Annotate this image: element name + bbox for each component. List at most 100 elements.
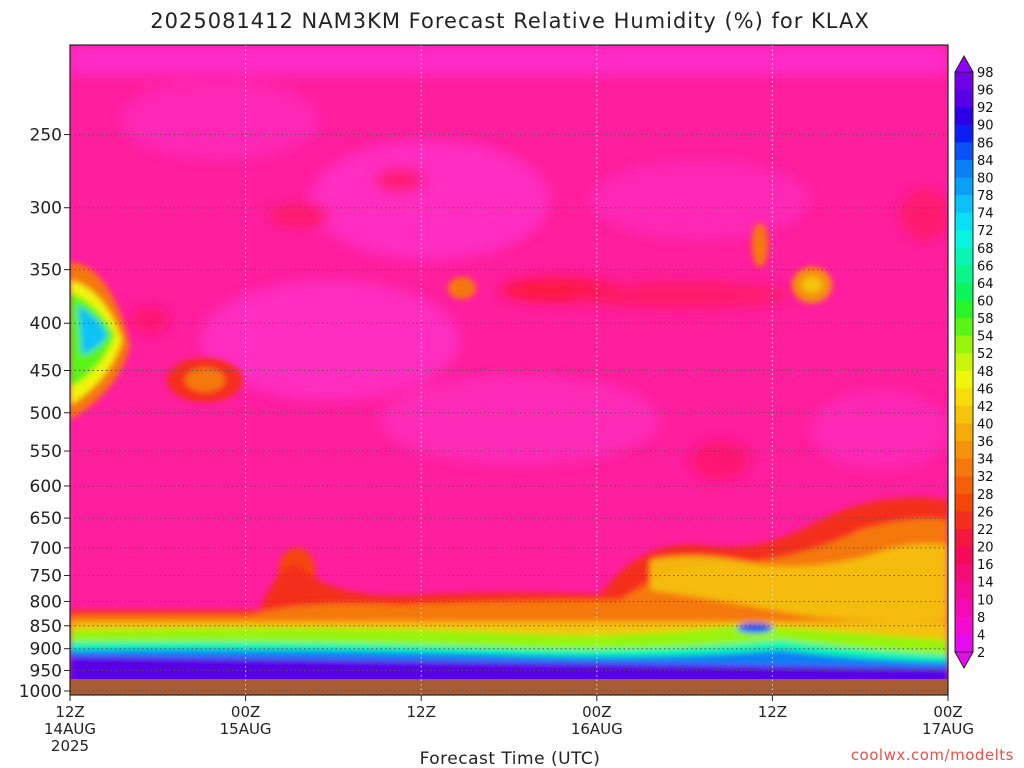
y-axis: 250 300 350 400 450 500 550 600 650 700 750 800 850 9… (19, 126, 70, 702)
colorbar-swatch (955, 511, 973, 530)
colorbar-swatch (955, 159, 973, 178)
colorbar-label: 58 (977, 312, 994, 327)
colorbar-swatch (955, 564, 973, 583)
colorbar-swatch (955, 405, 973, 425)
y-tick-label: 450 (30, 361, 62, 381)
colorbar-label: 98 (977, 66, 994, 81)
colorbar-label: 92 (977, 101, 994, 116)
y-tick-label: 500 (30, 404, 62, 424)
colorbar-label: 16 (977, 558, 994, 573)
x-tick-label: 12Z (758, 703, 787, 721)
colorbar-label: 46 (977, 382, 994, 397)
colorbar: 9896929086848078747268666460585452484642… (954, 54, 994, 670)
colorbar-swatch (955, 616, 973, 635)
colorbar-swatch (955, 335, 973, 354)
y-tick-label: 650 (30, 509, 62, 529)
colorbar-label: 78 (977, 189, 994, 204)
colorbar-swatch (955, 124, 973, 143)
x-tick-label: 2025 (51, 737, 89, 755)
y-tick-label: 1000 (19, 682, 62, 702)
colorbar-label: 84 (977, 154, 994, 169)
colorbar-swatch (955, 230, 973, 249)
y-tick-label: 350 (30, 261, 62, 281)
colorbar-label: 42 (977, 400, 994, 415)
colorbar-swatch (955, 212, 973, 231)
colorbar-swatch (955, 142, 973, 161)
colorbar-label: 68 (977, 242, 994, 257)
colorbar-swatch (955, 423, 973, 442)
plot-frame (69, 44, 949, 696)
colorbar-label: 36 (977, 435, 994, 450)
colorbar-label: 48 (977, 365, 994, 380)
colorbar-swatch (955, 458, 973, 477)
y-tick-label: 300 (30, 199, 62, 219)
x-axis-title: Forecast Time (UTC) (420, 749, 601, 768)
colorbar-swatch (955, 353, 973, 372)
colorbar-swatch (955, 318, 973, 337)
colorbar-swatch (955, 634, 973, 653)
credit-text: coolwx.com/modelts (851, 746, 1014, 764)
x-tick-label: 14AUG (44, 720, 96, 738)
x-tick-label: 15AUG (220, 720, 272, 738)
x-tick-label: 16AUG (571, 720, 623, 738)
colorbar-label: 96 (977, 84, 994, 99)
y-tick-label: 400 (30, 314, 62, 334)
x-tick-label: 12Z (55, 703, 84, 721)
colorbar-label: 74 (977, 207, 994, 222)
colorbar-label: 20 (977, 541, 994, 556)
colorbar-top-arrow (954, 54, 974, 73)
rh-upper-texture (70, 45, 948, 480)
colorbar-swatch (955, 388, 973, 407)
y-tick-label: 550 (30, 442, 62, 462)
colorbar-label: 52 (977, 347, 994, 362)
colorbar-swatch (955, 265, 973, 284)
colorbar-label: 32 (977, 470, 994, 485)
colorbar-label: 26 (977, 505, 994, 520)
y-tick-label: 700 (30, 539, 62, 559)
colorbar-swatch (955, 282, 973, 301)
rh-left-plume (70, 262, 130, 420)
y-tick-label: 250 (30, 126, 62, 146)
colorbar-label: 2 (977, 646, 985, 661)
colorbar-label: 66 (977, 259, 994, 274)
colorbar-bottom-arrow (954, 651, 974, 670)
colorbar-label: 86 (977, 136, 994, 151)
y-tick-label: 950 (30, 661, 62, 681)
x-tick-label: 00Z (231, 703, 260, 721)
colorbar-swatch (955, 195, 973, 214)
colorbar-swatch (955, 107, 973, 126)
colorbar-swatch (955, 247, 973, 266)
colorbar-swatch (955, 177, 973, 196)
colorbar-swatch (955, 300, 973, 319)
rh-field (70, 45, 948, 695)
colorbar-label: 72 (977, 224, 994, 239)
x-tick-label: 00Z (933, 703, 962, 721)
chart-title: 2025081412 NAM3KM Forecast Relative Humi… (150, 9, 869, 33)
y-tick-label: 850 (30, 617, 62, 637)
colorbar-swatch (955, 89, 973, 108)
colorbar-swatch (955, 370, 973, 389)
colorbar-label: 60 (977, 294, 994, 309)
colorbar-swatch (955, 493, 973, 512)
colorbar-label: 34 (977, 453, 994, 468)
colorbar-label: 54 (977, 330, 994, 345)
colorbar-label: 90 (977, 119, 994, 134)
x-tick-label: 12Z (407, 703, 436, 721)
colorbar-swatch (955, 528, 973, 548)
colorbar-swatch (955, 441, 973, 460)
y-tick-label: 600 (30, 477, 62, 497)
colorbar-label: 4 (977, 628, 985, 643)
grid-layer (70, 45, 948, 695)
y-tick-label: 900 (30, 640, 62, 660)
ground-bar (70, 679, 948, 695)
x-tick-label: 17AUG (922, 720, 974, 738)
colorbar-swatch (955, 72, 973, 91)
colorbar-label: 28 (977, 488, 994, 503)
colorbar-label: 10 (977, 593, 994, 608)
colorbar-label: 80 (977, 171, 994, 186)
rh-lower-layers (70, 497, 948, 690)
colorbar-swatch (955, 599, 973, 618)
colorbar-label: 14 (977, 576, 994, 591)
